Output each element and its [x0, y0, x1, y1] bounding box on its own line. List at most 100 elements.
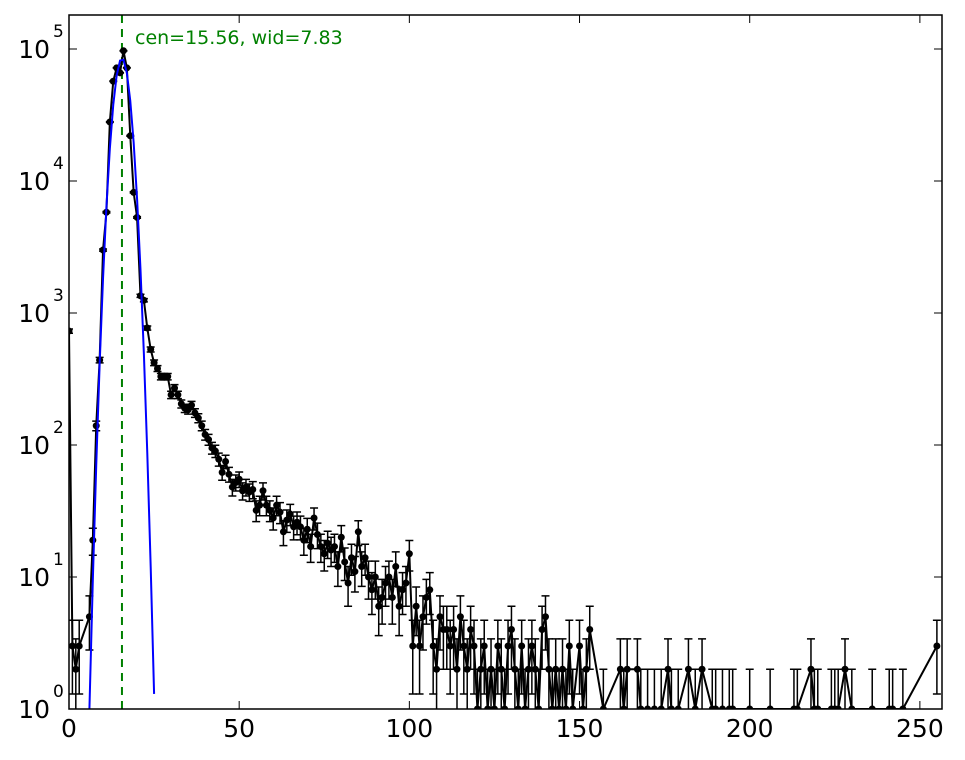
- data-point: [215, 456, 222, 463]
- data-point: [341, 558, 348, 565]
- data-point: [450, 626, 457, 633]
- x-tick-label: 200: [726, 714, 774, 743]
- data-point: [494, 643, 501, 650]
- data-point: [358, 563, 365, 570]
- data-point: [413, 603, 420, 610]
- y-tick-exponent: 1: [53, 550, 64, 570]
- data-point: [436, 613, 443, 620]
- data-point: [423, 594, 430, 601]
- data-point: [304, 526, 311, 533]
- data-point: [72, 666, 79, 673]
- data-point: [685, 666, 692, 673]
- data-point: [576, 643, 583, 650]
- y-tick-label: 10: [18, 695, 50, 724]
- data-point: [334, 563, 341, 570]
- data-point: [409, 643, 416, 650]
- data-point: [433, 666, 440, 673]
- y-tick-exponent: 5: [53, 22, 64, 42]
- data-point: [933, 643, 940, 650]
- data-point: [454, 666, 461, 673]
- data-point: [331, 543, 338, 550]
- annotation: cen=15.56, wid=7.83: [135, 27, 343, 49]
- data-point: [528, 643, 535, 650]
- data-point: [260, 487, 267, 494]
- data-point: [396, 603, 403, 610]
- data-point: [419, 613, 426, 620]
- data-point: [508, 626, 515, 633]
- y-tick-label: 10: [18, 431, 50, 460]
- y-tick-exponent: 4: [53, 154, 64, 174]
- data-point: [144, 324, 151, 331]
- data-point: [542, 613, 549, 620]
- data-point: [447, 643, 454, 650]
- data-point: [525, 666, 532, 673]
- data-point: [345, 580, 352, 587]
- data-point: [249, 486, 256, 493]
- data-point: [379, 594, 386, 601]
- data-point: [317, 543, 324, 550]
- data-point: [311, 514, 318, 521]
- data-point: [505, 643, 512, 650]
- data-point: [389, 594, 396, 601]
- data-point: [382, 580, 389, 587]
- data-point: [147, 346, 154, 353]
- data-point: [362, 554, 369, 561]
- data-point: [348, 554, 355, 561]
- y-tick-exponent: 2: [53, 418, 64, 438]
- data-point: [164, 373, 171, 380]
- data-point: [842, 666, 849, 673]
- data-point: [277, 509, 284, 516]
- data-point: [443, 626, 450, 633]
- data-point: [351, 568, 358, 575]
- data-point: [365, 574, 372, 581]
- data-point: [399, 586, 406, 593]
- data-point: [416, 643, 423, 650]
- data-point: [566, 643, 573, 650]
- data-point: [154, 365, 161, 372]
- data-point: [225, 471, 232, 478]
- data-point: [406, 550, 413, 557]
- y-tick-label: 10: [18, 299, 50, 328]
- data-point: [188, 402, 195, 409]
- data-point: [539, 626, 546, 633]
- data-point: [471, 643, 478, 650]
- data-point: [256, 502, 263, 509]
- data-point: [477, 666, 484, 673]
- data-point: [624, 666, 631, 673]
- x-tick-label: 150: [556, 714, 604, 743]
- data-point: [457, 613, 464, 620]
- y-tick-label: 10: [18, 563, 50, 592]
- data-point: [297, 523, 304, 530]
- data-point: [467, 626, 474, 633]
- data-point: [307, 543, 314, 550]
- y-tick-exponent: 3: [53, 286, 64, 306]
- data-point: [375, 603, 382, 610]
- data-point: [324, 540, 331, 547]
- data-point: [355, 528, 362, 535]
- x-tick-label: 100: [385, 714, 433, 743]
- data-point: [120, 47, 127, 54]
- data-point: [368, 586, 375, 593]
- data-point: [198, 422, 205, 429]
- data-point: [430, 643, 437, 650]
- x-tick-label: 250: [896, 714, 944, 743]
- data-point: [69, 643, 76, 650]
- data-point: [174, 391, 181, 398]
- data-point: [372, 574, 379, 581]
- data-point: [699, 666, 706, 673]
- data-point: [93, 422, 100, 429]
- data-point: [586, 626, 593, 633]
- data-point: [222, 458, 229, 465]
- data-point: [338, 534, 345, 541]
- data-point: [89, 537, 96, 544]
- data-point: [402, 580, 409, 587]
- x-tick-label: 0: [61, 714, 77, 743]
- data-point: [236, 476, 243, 483]
- data-point: [392, 563, 399, 570]
- data-point: [321, 550, 328, 557]
- data-point: [518, 643, 525, 650]
- data-point: [426, 586, 433, 593]
- data-point: [283, 517, 290, 524]
- data-point: [76, 643, 83, 650]
- data-point: [219, 469, 226, 476]
